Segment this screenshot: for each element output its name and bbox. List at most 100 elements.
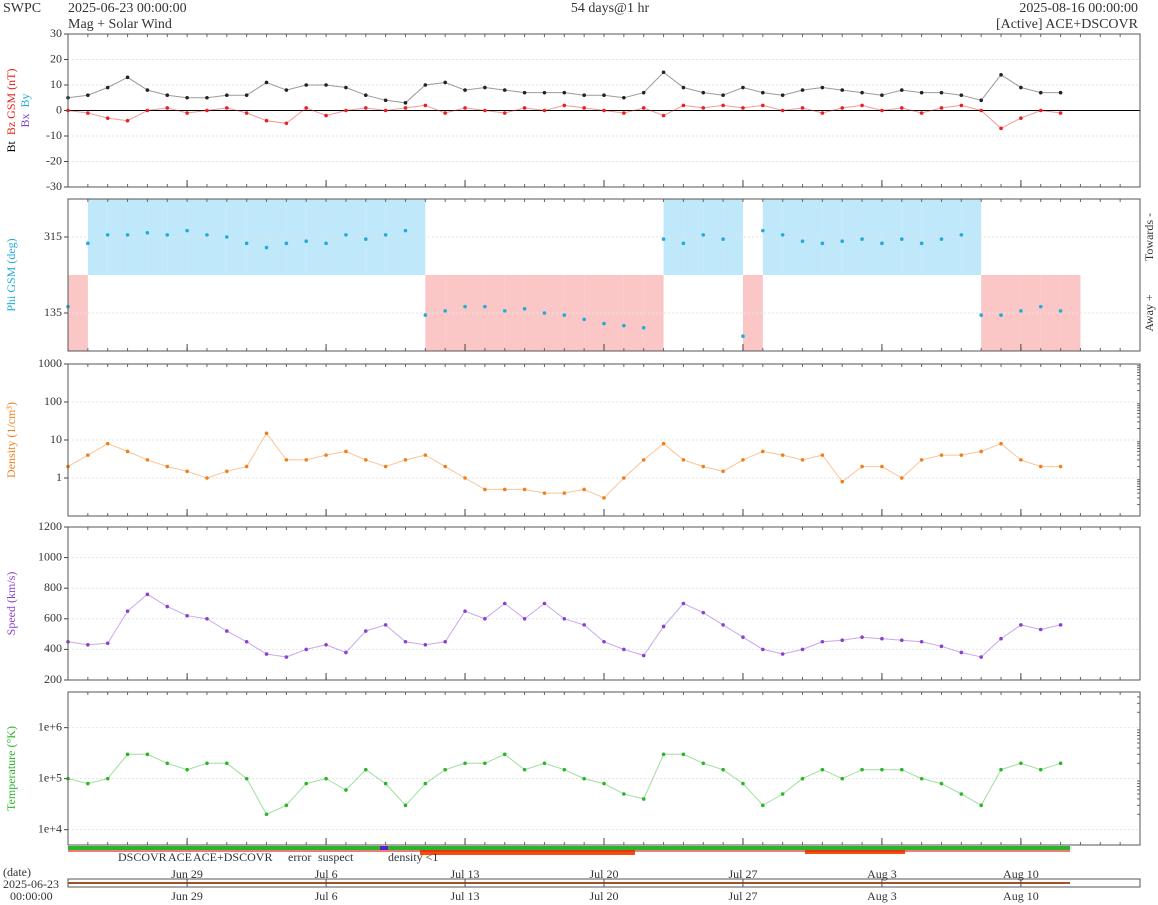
panel: -30 -20 -10 0 10 20 30 Bt Bz GSM (nT) Bx By — [4, 26, 1141, 193]
data-point — [304, 83, 309, 87]
data-point — [423, 103, 428, 108]
y-tick-label: 1e+6 — [38, 719, 62, 733]
data-point — [1038, 627, 1043, 632]
series-line — [67, 104, 1061, 129]
data-point — [105, 441, 110, 446]
y-tick-label: 1 — [56, 470, 62, 484]
data-point — [562, 103, 567, 108]
y-tick-label: 1000 — [38, 356, 62, 370]
data-point — [363, 93, 368, 97]
y-label-part: Bz GSM (nT) — [4, 68, 18, 135]
data-point — [502, 752, 507, 757]
sector-shade — [564, 275, 585, 351]
data-point — [244, 639, 249, 644]
data-point — [244, 464, 249, 469]
data-point — [761, 103, 765, 108]
x-tick-label: Jul 6 — [315, 889, 338, 903]
data-point — [780, 233, 785, 237]
data-point — [959, 103, 964, 108]
data-point — [641, 458, 646, 462]
status-bar — [68, 850, 1070, 852]
sector-shade — [524, 275, 545, 351]
data-point — [145, 458, 150, 462]
data-point — [304, 458, 309, 462]
y-label-part: By — [18, 93, 32, 107]
sector-shade — [584, 275, 604, 351]
data-point — [105, 233, 110, 237]
data-point — [264, 118, 269, 123]
data-point — [800, 458, 805, 462]
data-point — [1058, 111, 1063, 115]
plot-frame — [67, 526, 1141, 681]
data-point — [661, 113, 666, 118]
data-point — [999, 441, 1003, 446]
data-point — [919, 776, 924, 781]
start: 2025-06-23 00:00:00 — [68, 1, 187, 16]
data-point — [780, 652, 785, 656]
x-tick-label: Jul 27 — [728, 889, 757, 903]
data-point — [244, 776, 249, 781]
y-tick-label: -20 — [46, 153, 62, 167]
data-point — [622, 476, 626, 480]
data-point — [622, 647, 626, 652]
data-point — [463, 106, 467, 110]
data-point — [701, 761, 706, 766]
data-point — [1038, 767, 1043, 772]
data-point — [264, 652, 269, 656]
data-point — [582, 776, 586, 781]
status-legend: ACE — [168, 850, 192, 864]
data-point — [423, 643, 428, 647]
y-tick-label: 10 — [50, 432, 62, 446]
data-point — [185, 767, 189, 772]
data-point — [701, 106, 706, 110]
data-point — [423, 453, 428, 457]
data-point — [761, 90, 765, 95]
data-point — [641, 106, 646, 110]
data-point — [919, 241, 924, 246]
x-tick-label: Jun 29 — [171, 867, 203, 881]
data-point — [800, 647, 805, 652]
data-point — [959, 453, 964, 457]
data-point — [999, 313, 1003, 317]
status-bar — [420, 850, 635, 855]
data-point — [721, 469, 725, 474]
data-point — [284, 121, 289, 126]
data-point — [641, 90, 646, 95]
data-point — [502, 487, 507, 492]
data-point — [622, 111, 626, 115]
sector-shade — [1040, 275, 1061, 351]
data-point — [721, 103, 725, 108]
data-point — [741, 334, 745, 339]
data-point — [1019, 85, 1023, 90]
sector-shade — [921, 199, 942, 275]
panel: 1e+4 1e+5 1e+6 Temperature (°K) — [4, 691, 1141, 846]
data-point — [780, 453, 785, 457]
data-point — [622, 323, 626, 328]
data-point — [602, 496, 606, 500]
data-point — [681, 103, 686, 108]
sector-shade — [484, 275, 505, 351]
plot-frame — [67, 198, 1141, 352]
data-point — [443, 80, 447, 85]
org: SWPC — [3, 1, 41, 16]
span: 54 days@1 hr — [571, 1, 650, 16]
data-point — [443, 767, 447, 772]
data-point — [899, 237, 904, 241]
status-bar — [68, 846, 1070, 850]
data-point — [105, 116, 110, 120]
data-point — [344, 108, 348, 113]
data-point — [363, 629, 368, 633]
y-label-part: Bt — [4, 141, 18, 153]
data-point — [641, 797, 646, 801]
sector-shade — [385, 199, 406, 275]
data-point — [661, 624, 666, 629]
data-point — [681, 601, 686, 606]
data-point — [761, 803, 765, 808]
sector-shade — [1060, 275, 1081, 351]
data-point — [205, 108, 209, 113]
data-point — [502, 111, 507, 115]
data-point — [244, 111, 249, 115]
data-point — [820, 85, 825, 90]
data-point — [522, 767, 527, 772]
